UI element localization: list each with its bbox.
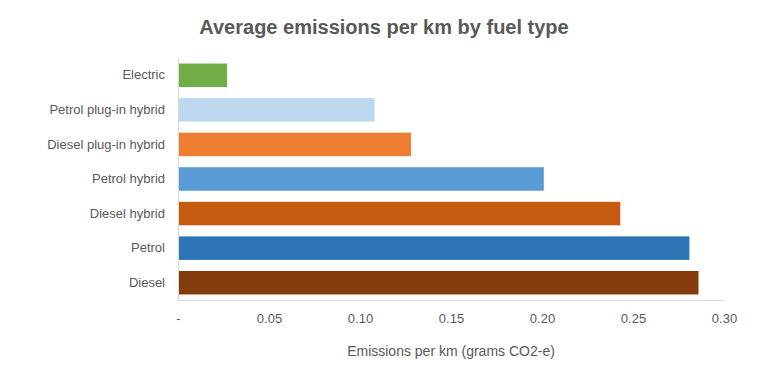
axis-line [179,300,725,301]
axis-title: Emissions per km (grams CO2-e) [347,343,555,359]
x-axis: - 0.05 0.10 0.15 0.20 0.25 0.30 [176,301,737,327]
bar [178,236,689,260]
title: Average emissions per km by fuel type [199,16,568,38]
tick: 0.05 [257,311,282,326]
y-axis: Electric Petrol plug-in hybrid Diesel plug… [47,59,178,301]
tick: 0.30 [712,311,737,326]
category-tick: Petrol hybrid [92,171,165,186]
category-tick: Electric [122,67,165,82]
category-label: Diesel hybrid [90,206,165,221]
tick-label: 0.25 [621,311,646,326]
tick: - [176,311,180,326]
category-label: Diesel plug-in hybrid [47,137,165,152]
category-tick: Diesel [129,275,165,290]
category-tick: Diesel plug-in hybrid [47,137,165,152]
tick-label: 0.15 [439,311,464,326]
tick-label: 0.30 [712,311,737,326]
chart: Average emissions per km by fuel type - 0.… [0,0,768,370]
tick-label: 0.10 [348,311,373,326]
bars [178,64,699,295]
category-tick: Petrol plug-in hybrid [49,102,165,117]
tick-label: - [176,311,180,326]
category-tick: Diesel hybrid [90,206,165,221]
category-label: Petrol [131,240,165,255]
tick: 0.15 [439,311,464,326]
tick: 0.20 [530,311,555,326]
category-label: Petrol plug-in hybrid [49,102,165,117]
category-label: Diesel [129,275,165,290]
bar [178,64,227,88]
tick: 0.25 [621,311,646,326]
category-tick: Petrol [131,240,165,255]
bar [178,98,375,122]
bar [178,133,411,157]
tick: 0.10 [348,311,373,326]
plot: - 0.05 0.10 0.15 0.20 0.25 0.30 Electric Petrol … [47,59,737,327]
category-label: Petrol hybrid [92,171,165,186]
bar [178,202,620,226]
tick-label: 0.20 [530,311,555,326]
axis-line [178,59,179,301]
category-label: Electric [122,67,165,82]
bar [178,167,544,191]
tick-label: 0.05 [257,311,282,326]
bar [178,271,699,295]
